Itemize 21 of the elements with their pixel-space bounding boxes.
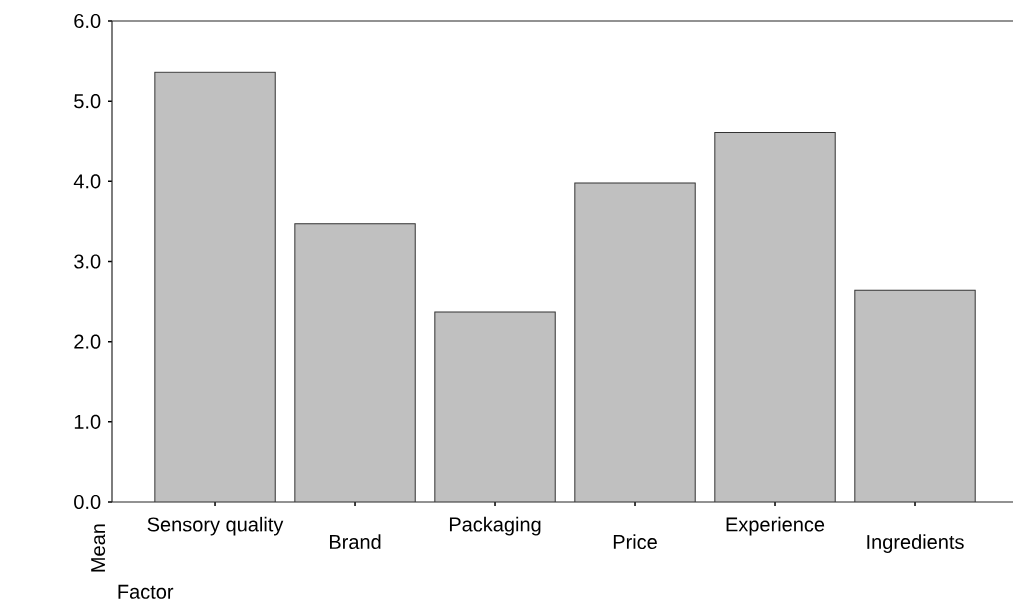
bar (574, 182, 696, 502)
x-tick-label: Price (613, 534, 657, 550)
bar (434, 311, 556, 502)
y-tick-label: 1.0 (74, 414, 101, 429)
y-tick-label: 6.0 (74, 13, 101, 29)
y-tick-label: 5.0 (74, 94, 101, 109)
bar (294, 223, 416, 502)
bar (154, 71, 276, 502)
x-tick-label: Ingredients (867, 534, 964, 554)
x-tick-label: Brand (329, 534, 381, 550)
y-axis-title: Mean (91, 524, 106, 572)
y-tick-label: 2.0 (74, 334, 101, 349)
x-axis-title: Factor (118, 584, 174, 599)
y-tick-label: 0.0 (74, 494, 101, 510)
bar (714, 131, 836, 502)
x-tick-label: Packaging (449, 516, 541, 536)
y-tick-label: 4.0 (73, 174, 101, 189)
y-tick-label: 3.0 (74, 254, 101, 269)
x-tick-label: Experience (726, 516, 825, 536)
bar (854, 289, 976, 502)
x-tick-label: Sensory quality (147, 516, 284, 536)
